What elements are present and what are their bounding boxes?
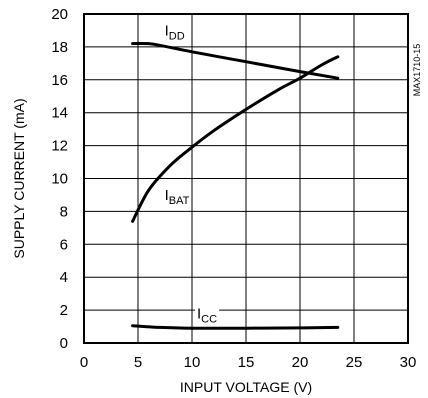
x-tick-label: 20	[292, 354, 309, 371]
x-tick-label: 0	[80, 354, 88, 371]
y-tick-label: 2	[60, 302, 68, 319]
figure-code: MAX1710-15	[412, 44, 422, 97]
x-tick-labels: 0 5 10 15 20 25 30	[80, 354, 417, 371]
y-tick-label: 12	[51, 138, 68, 155]
series-label-idd: IDD	[165, 22, 185, 42]
y-tick-label: 18	[51, 39, 68, 56]
series-label-idd-main: I	[165, 22, 169, 39]
y-tick-label: 10	[51, 171, 68, 188]
x-tick-label: 15	[238, 354, 255, 371]
x-axis-label: INPUT VOLTAGE (V)	[180, 379, 312, 395]
series-label-icc-sub: CC	[201, 313, 217, 325]
y-tick-label: 16	[51, 72, 68, 89]
x-tick-label: 10	[184, 354, 201, 371]
series-label-icc: ICC	[197, 305, 217, 325]
label-knockout	[195, 304, 220, 327]
series-line-idd	[131, 41, 340, 80]
grid	[84, 14, 408, 343]
y-tick-label: 6	[60, 236, 68, 253]
series-label-icc-main: I	[197, 305, 201, 322]
x-tick-label: 5	[134, 354, 142, 371]
series-label-idd-sub: DD	[169, 30, 185, 42]
y-tick-labels: 0 2 4 6 8 10 12 14 16 18 20	[51, 6, 68, 352]
series-label-ibat-main: I	[165, 187, 169, 204]
y-tick-label: 4	[60, 269, 68, 286]
series-line-icc	[131, 324, 340, 330]
series-labels: IDD IBAT ICC	[165, 22, 220, 327]
x-tick-label: 30	[400, 354, 417, 371]
series-layer	[131, 41, 340, 330]
series-label-ibat: IBAT	[165, 187, 190, 207]
y-axis-label: SUPPLY CURRENT (mA)	[11, 98, 27, 258]
series-line-ibat	[131, 55, 340, 223]
y-tick-label: 14	[51, 105, 68, 122]
series-label-ibat-sub: BAT	[169, 195, 190, 207]
x-tick-label: 25	[346, 354, 363, 371]
y-tick-label: 8	[60, 203, 68, 220]
y-tick-label: 20	[51, 6, 68, 23]
plot-frame	[83, 13, 409, 344]
y-tick-label: 0	[60, 335, 68, 352]
